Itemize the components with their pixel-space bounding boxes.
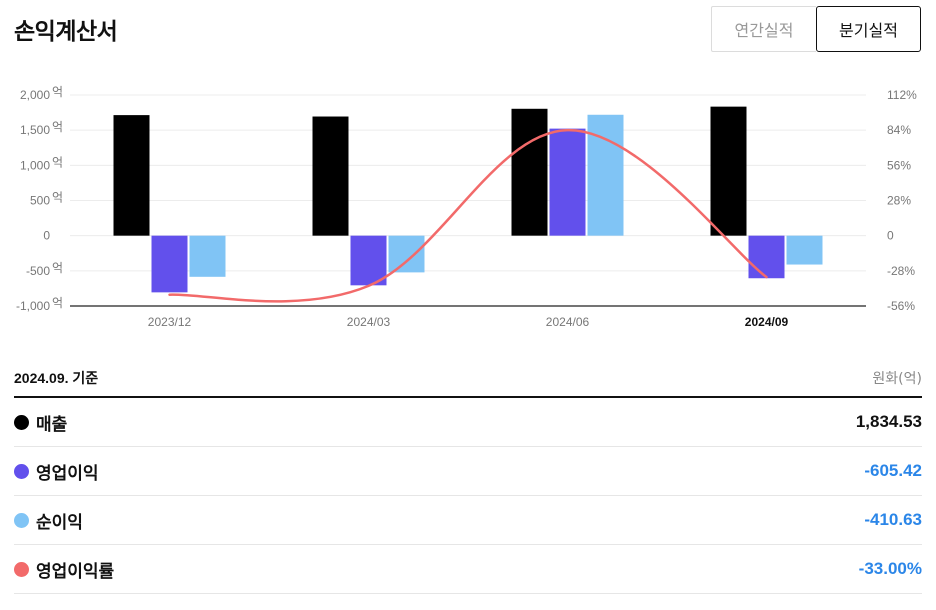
legend-dot-operating-margin — [14, 561, 29, 577]
operating-margin-line — [168, 128, 768, 303]
left-tick-unit: 억 — [52, 155, 63, 169]
bar-revenue — [312, 116, 349, 236]
bar-operating-profit — [151, 235, 188, 293]
right-tick-label: -28% — [887, 264, 915, 278]
table-divider — [14, 396, 922, 398]
summary-value-operating-margin: -33.00% — [858, 559, 922, 578]
bar-revenue — [511, 108, 548, 236]
page-title: 손익계산서 — [14, 19, 118, 45]
tab-annual[interactable]: 연간실적 — [711, 6, 816, 52]
basis-date: 2024.09. 기준 — [14, 370, 99, 386]
left-tick-label: 0 — [43, 229, 50, 243]
right-tick-label: 28% — [887, 194, 911, 208]
bar-net-income — [189, 235, 226, 277]
summary-value-revenue: 1,834.53 — [855, 412, 922, 431]
x-tick-label: 2024/09 — [745, 315, 789, 329]
right-tick-label: -56% — [887, 299, 915, 313]
bar-operating-profit — [549, 128, 586, 236]
left-tick-unit: 억 — [52, 191, 63, 205]
period-toggle: 연간실적 분기실적 — [711, 6, 921, 52]
x-tick-label: 2023/12 — [148, 315, 192, 329]
left-tick-label: 500 — [30, 194, 50, 208]
summary-value-operating-profit: -605.42 — [864, 461, 922, 480]
unit-label: 원화(억) — [872, 371, 922, 387]
summary-table: 매출 1,834.53 영업이익 -605.42 순이익 -410.63 영업이… — [14, 398, 922, 594]
left-tick-unit: 억 — [52, 120, 63, 134]
left-tick-unit: 억 — [52, 85, 63, 99]
legend-dot-operating-profit — [14, 463, 29, 479]
summary-row-operating-margin: 영업이익률 -33.00% — [14, 545, 922, 594]
bar-net-income — [587, 114, 624, 236]
summary-label-net-income: 순이익 — [36, 512, 83, 533]
legend-dot-net-income — [14, 512, 29, 528]
right-tick-label: 112% — [887, 88, 917, 102]
bar-net-income — [786, 235, 823, 265]
bar-revenue — [710, 106, 747, 236]
summary-row-revenue: 매출 1,834.53 — [14, 398, 922, 447]
tab-quarterly[interactable]: 분기실적 — [816, 6, 921, 52]
summary-label-revenue: 매출 — [36, 414, 68, 435]
left-tick-label: -1,000 — [16, 299, 50, 313]
bar-revenue — [113, 115, 150, 236]
left-tick-label: 1,000 — [20, 158, 50, 172]
left-tick-label: -500 — [26, 264, 50, 278]
right-tick-label: 84% — [887, 123, 911, 137]
summary-label-operating-margin: 영업이익률 — [36, 561, 115, 582]
x-tick-label: 2024/06 — [546, 315, 590, 329]
summary-row-operating-profit: 영업이익 -605.42 — [14, 447, 922, 496]
bar-operating-profit — [748, 235, 785, 279]
left-tick-unit: 억 — [52, 296, 63, 310]
left-tick-label: 1,500 — [20, 123, 50, 137]
legend-dot-revenue — [14, 414, 29, 430]
bar-operating-profit — [350, 235, 387, 286]
left-tick-unit: 억 — [52, 261, 63, 275]
bar-net-income — [388, 235, 425, 273]
left-tick-label: 2,000 — [20, 88, 50, 102]
summary-row-net-income: 순이익 -410.63 — [14, 496, 922, 545]
summary-label-operating-profit: 영업이익 — [36, 463, 99, 484]
right-tick-label: 0 — [887, 229, 894, 243]
right-tick-label: 56% — [887, 158, 911, 172]
x-tick-label: 2024/03 — [347, 315, 391, 329]
summary-value-net-income: -410.63 — [864, 510, 922, 529]
